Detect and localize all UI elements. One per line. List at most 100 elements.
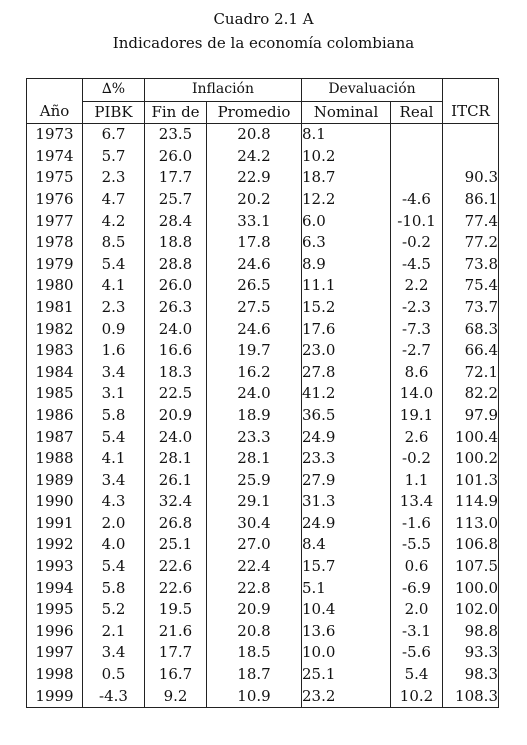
devaluacion-real-cell: -0.2 [390, 448, 443, 470]
header-empty-ano [26, 78, 83, 102]
itcr-cell: 77.2 [442, 232, 499, 254]
devaluacion-real-cell: -1.6 [390, 512, 443, 535]
devaluacion-nominal-cell: 6.3 [301, 232, 391, 254]
pibk-cell: 3.4 [82, 642, 145, 665]
devaluacion-nominal-cell: 27.9 [301, 469, 391, 492]
pibk-cell: 5.2 [82, 599, 145, 621]
inflacion-fin-cell: 16.7 [144, 664, 207, 686]
devaluacion-nominal-cell: 10.0 [301, 642, 391, 665]
table-row: 1994 5.8 22.6 22.8 5.1 -6.9 100.0 [26, 577, 499, 600]
itcr-cell: 100.4 [442, 426, 499, 449]
pibk-cell: 3.4 [82, 361, 145, 384]
table-row: 1986 5.8 20.9 18.9 36.5 19.1 97.9 [26, 404, 499, 427]
devaluacion-nominal-cell: 13.6 [301, 620, 391, 643]
header-delta: ∆% [82, 78, 145, 102]
devaluacion-real-cell: -4.5 [390, 253, 443, 276]
year-cell: 1988 [26, 448, 83, 470]
itcr-cell: 90.3 [442, 167, 499, 189]
devaluacion-nominal-cell: 5.1 [301, 577, 391, 600]
inflacion-promedio-cell: 22.8 [206, 577, 302, 600]
header-real: Real [390, 101, 443, 125]
year-cell: 1987 [26, 426, 83, 449]
devaluacion-real-cell: -0.2 [390, 232, 443, 254]
devaluacion-nominal-cell: 8.9 [301, 253, 391, 276]
pibk-cell: 0.5 [82, 664, 145, 686]
table-row: 1982 0.9 24.0 24.6 17.6 -7.3 68.3 [26, 318, 499, 341]
devaluacion-nominal-cell: 24.9 [301, 512, 391, 535]
year-cell: 1973 [26, 123, 83, 146]
year-cell: 1985 [26, 383, 83, 405]
pibk-cell: 0.9 [82, 318, 145, 341]
inflacion-fin-cell: 22.5 [144, 383, 207, 405]
inflacion-promedio-cell: 24.6 [206, 318, 302, 341]
itcr-cell [442, 145, 499, 168]
inflacion-fin-cell: 23.5 [144, 123, 207, 146]
inflacion-fin-cell: 24.0 [144, 318, 207, 341]
year-cell: 1993 [26, 556, 83, 578]
pibk-cell: 4.0 [82, 534, 145, 557]
inflacion-promedio-cell: 26.5 [206, 275, 302, 297]
inflacion-promedio-cell: 19.7 [206, 340, 302, 362]
devaluacion-nominal-cell: 27.8 [301, 361, 391, 384]
itcr-cell: 108.3 [442, 685, 499, 709]
inflacion-fin-cell: 9.2 [144, 685, 207, 709]
inflacion-promedio-cell: 27.5 [206, 296, 302, 319]
table-row: 1976 4.7 25.7 20.2 12.2 -4.6 86.1 [26, 188, 499, 211]
itcr-cell: 114.9 [442, 491, 499, 513]
inflacion-promedio-cell: 22.9 [206, 167, 302, 189]
itcr-cell: 98.8 [442, 620, 499, 643]
inflacion-promedio-cell: 16.2 [206, 361, 302, 384]
itcr-cell: 113.0 [442, 512, 499, 535]
pibk-cell: 5.8 [82, 404, 145, 427]
year-cell: 1989 [26, 469, 83, 492]
year-cell: 1992 [26, 534, 83, 557]
inflacion-fin-cell: 26.0 [144, 145, 207, 168]
devaluacion-nominal-cell: 18.7 [301, 167, 391, 189]
devaluacion-real-cell: 2.6 [390, 426, 443, 449]
inflacion-promedio-cell: 23.3 [206, 426, 302, 449]
devaluacion-real-cell: 1.1 [390, 469, 443, 492]
pibk-cell: 3.1 [82, 383, 145, 405]
table-row: 1978 8.5 18.8 17.8 6.3 -0.2 77.2 [26, 232, 499, 254]
devaluacion-real-cell: -6.9 [390, 577, 443, 600]
inflacion-fin-cell: 22.6 [144, 577, 207, 600]
table-row: 1997 3.4 17.7 18.5 10.0 -5.6 93.3 [26, 642, 499, 665]
year-cell: 1997 [26, 642, 83, 665]
header-devaluacion-group: Devaluación [301, 78, 443, 102]
pibk-cell: 8.5 [82, 232, 145, 254]
header-nominal: Nominal [301, 101, 391, 125]
year-cell: 1990 [26, 491, 83, 513]
devaluacion-real-cell: 0.6 [390, 556, 443, 578]
devaluacion-real-cell: -3.1 [390, 620, 443, 643]
inflacion-promedio-cell: 18.7 [206, 664, 302, 686]
inflacion-promedio-cell: 20.8 [206, 123, 302, 146]
inflacion-fin-cell: 19.5 [144, 599, 207, 621]
inflacion-promedio-cell: 10.9 [206, 685, 302, 709]
inflacion-fin-cell: 18.8 [144, 232, 207, 254]
devaluacion-nominal-cell: 6.0 [301, 210, 391, 233]
inflacion-fin-cell: 20.9 [144, 404, 207, 427]
table-row: 1985 3.1 22.5 24.0 41.2 14.0 82.2 [26, 383, 499, 405]
devaluacion-real-cell: -2.7 [390, 340, 443, 362]
itcr-cell: 100.0 [442, 577, 499, 600]
table-row: 1998 0.5 16.7 18.7 25.1 5.4 98.3 [26, 664, 499, 686]
inflacion-fin-cell: 26.1 [144, 469, 207, 492]
inflacion-promedio-cell: 22.4 [206, 556, 302, 578]
devaluacion-nominal-cell: 10.4 [301, 599, 391, 621]
year-cell: 1980 [26, 275, 83, 297]
pibk-cell: 2.3 [82, 296, 145, 319]
devaluacion-real-cell: 10.2 [390, 685, 443, 709]
itcr-cell: 75.4 [442, 275, 499, 297]
pibk-cell: 4.1 [82, 448, 145, 470]
year-cell: 1995 [26, 599, 83, 621]
devaluacion-real-cell [390, 123, 443, 146]
itcr-cell: 107.5 [442, 556, 499, 578]
year-cell: 1974 [26, 145, 83, 168]
devaluacion-nominal-cell: 23.2 [301, 685, 391, 709]
itcr-cell: 97.9 [442, 404, 499, 427]
table-row: 1993 5.4 22.6 22.4 15.7 0.6 107.5 [26, 556, 499, 578]
pibk-cell: 4.3 [82, 491, 145, 513]
table-row: 1973 6.7 23.5 20.8 8.1 [26, 123, 499, 146]
itcr-cell [442, 123, 499, 146]
indicators-table: ∆% Inflación Devaluación Año PIBK Fin de… [26, 78, 499, 709]
